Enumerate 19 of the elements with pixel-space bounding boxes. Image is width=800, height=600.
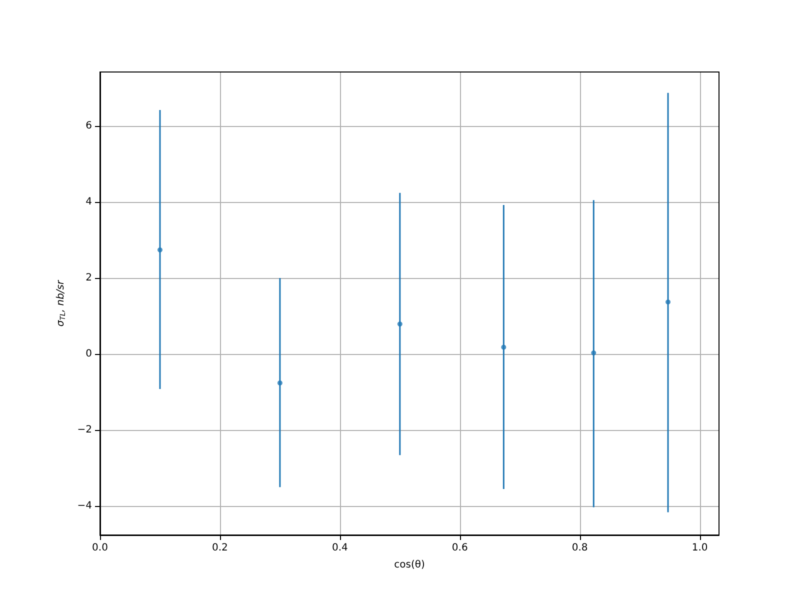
point [397,322,402,327]
point [501,344,506,350]
x-tick-label: 0.8 [572,542,588,554]
y-tick-label: −2 [77,424,92,436]
x-tick-label: 1.0 [692,542,708,554]
y-tick-label: 4 [86,196,92,208]
x-tick-label: 0.2 [212,542,228,554]
y-tick-label: −4 [77,500,92,512]
y-tick-label: 2 [86,272,92,284]
x-tick-label: 0.4 [332,542,348,554]
point [666,299,671,304]
point [591,350,596,356]
point [157,247,162,252]
x-axis-title: cos(θ) [394,560,425,570]
x-tick-label: 0.6 [452,542,468,554]
y-tick-label: 0 [86,348,92,360]
x-tick-label: 0.0 [92,542,108,554]
point [277,380,282,386]
y-tick-label: 6 [86,120,92,132]
